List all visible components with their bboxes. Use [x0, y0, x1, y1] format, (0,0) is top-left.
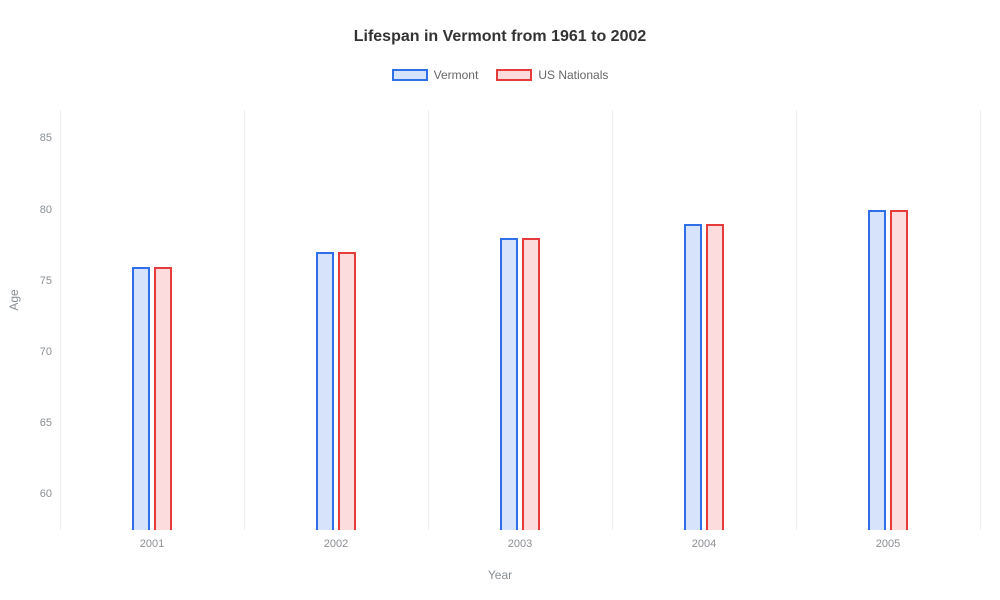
bar	[338, 252, 356, 530]
x-tick-label: 2005	[876, 538, 900, 550]
bar	[154, 267, 172, 530]
gridline	[428, 110, 429, 530]
legend-label-us-nationals: US Nationals	[538, 68, 608, 82]
y-tick-label: 65	[22, 417, 52, 429]
gridline	[980, 110, 981, 530]
gridline	[612, 110, 613, 530]
legend-item-vermont: Vermont	[392, 68, 479, 82]
y-tick-label: 80	[22, 204, 52, 216]
legend-swatch-vermont	[392, 69, 428, 81]
bar	[706, 224, 724, 530]
bar	[684, 224, 702, 530]
bar	[316, 252, 334, 530]
legend-label-vermont: Vermont	[434, 68, 479, 82]
legend-item-us-nationals: US Nationals	[496, 68, 608, 82]
bar	[522, 238, 540, 530]
legend-swatch-us-nationals	[496, 69, 532, 81]
y-tick-label: 60	[22, 488, 52, 500]
y-tick-label: 85	[22, 132, 52, 144]
y-axis-label: Age	[7, 289, 21, 310]
bars-layer	[60, 110, 980, 530]
chart-title: Lifespan in Vermont from 1961 to 2002	[0, 0, 1000, 46]
bar	[868, 210, 886, 530]
x-tick-label: 2003	[508, 538, 532, 550]
bar	[132, 267, 150, 530]
bar	[890, 210, 908, 530]
chart-container: Lifespan in Vermont from 1961 to 2002 Ve…	[0, 0, 1000, 600]
x-tick-label: 2004	[692, 538, 716, 550]
x-axis-label: Year	[488, 568, 512, 582]
gridline	[244, 110, 245, 530]
plot-area: 606570758085 20012002200320042005	[60, 110, 980, 530]
legend: Vermont US Nationals	[0, 68, 1000, 82]
gridline	[60, 110, 61, 530]
y-tick-label: 70	[22, 346, 52, 358]
y-tick-label: 75	[22, 275, 52, 287]
gridline	[796, 110, 797, 530]
x-tick-label: 2002	[324, 538, 348, 550]
x-tick-label: 2001	[140, 538, 164, 550]
bar	[500, 238, 518, 530]
